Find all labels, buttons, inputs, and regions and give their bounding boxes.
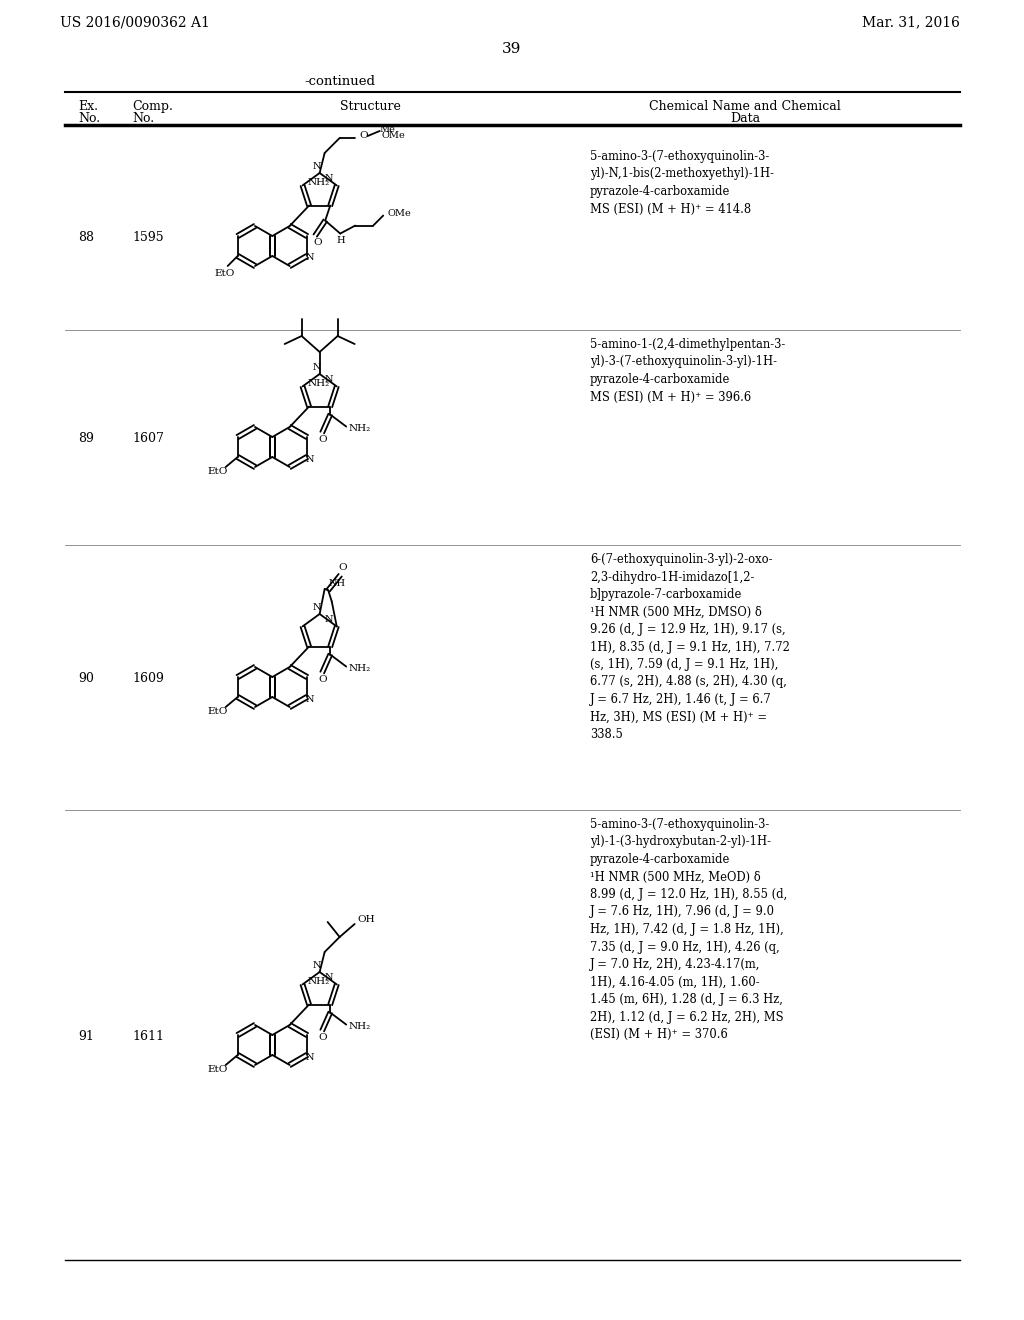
Text: Chemical Name and Chemical: Chemical Name and Chemical [649,100,841,114]
Text: NH₂: NH₂ [348,664,371,673]
Text: N: N [306,454,314,463]
Text: N: N [312,603,321,612]
Text: NH₂: NH₂ [348,424,371,433]
Text: 89: 89 [78,433,94,446]
Text: Me: Me [380,124,395,133]
Text: 5-amino-1-(2,4-dimethylpentan-3-
yl)-3-(7-ethoxyquinolin-3-yl)-1H-
pyrazole-4-ca: 5-amino-1-(2,4-dimethylpentan-3- yl)-3-(… [590,338,785,404]
Text: O: O [317,1032,327,1041]
Text: 1611: 1611 [132,1030,164,1043]
Text: O: O [317,675,327,684]
Text: OMe: OMe [382,131,406,140]
Text: Structure: Structure [340,100,400,114]
Text: EtO: EtO [208,1065,228,1074]
Text: N: N [325,615,333,624]
Text: No.: No. [132,112,155,125]
Text: NH: NH [329,579,346,589]
Text: O: O [359,132,369,140]
Text: 1595: 1595 [132,231,164,244]
Text: 90: 90 [78,672,94,685]
Text: N: N [325,973,333,982]
Text: 91: 91 [78,1030,94,1043]
Text: O: O [313,238,322,247]
Text: NH₂: NH₂ [348,1022,371,1031]
Text: 39: 39 [503,42,521,55]
Text: N: N [306,253,314,263]
Text: EtO: EtO [208,708,228,717]
Text: Mar. 31, 2016: Mar. 31, 2016 [862,15,961,29]
Text: N: N [312,162,321,172]
Text: OH: OH [357,916,375,924]
Text: N: N [312,363,321,372]
Text: Ex.: Ex. [78,100,98,114]
Text: H: H [336,235,344,244]
Text: EtO: EtO [215,268,236,277]
Text: N: N [325,375,333,384]
Text: Comp.: Comp. [132,100,173,114]
Text: -continued: -continued [304,75,376,88]
Text: NH₂: NH₂ [307,977,330,986]
Text: NH₂: NH₂ [307,379,330,388]
Text: 1607: 1607 [132,433,164,446]
Text: 5-amino-3-(7-ethoxyquinolin-3-
yl)-N,1-bis(2-methoxyethyl)-1H-
pyrazole-4-carbox: 5-amino-3-(7-ethoxyquinolin-3- yl)-N,1-b… [590,150,774,215]
Text: 6-(7-ethoxyquinolin-3-yl)-2-oxo-
2,3-dihydro-1H-imidazo[1,2-
b]pyrazole-7-carbox: 6-(7-ethoxyquinolin-3-yl)-2-oxo- 2,3-dih… [590,553,790,741]
Text: N: N [306,1052,314,1061]
Text: O: O [317,434,327,444]
Text: US 2016/0090362 A1: US 2016/0090362 A1 [60,15,210,29]
Text: OMe: OMe [387,209,411,218]
Text: Data: Data [730,112,760,125]
Text: NH₂: NH₂ [307,178,330,187]
Text: 5-amino-3-(7-ethoxyquinolin-3-
yl)-1-(3-hydroxybutan-2-yl)-1H-
pyrazole-4-carbox: 5-amino-3-(7-ethoxyquinolin-3- yl)-1-(3-… [590,818,787,1041]
Text: No.: No. [78,112,100,125]
Text: N: N [325,174,333,183]
Text: 88: 88 [78,231,94,244]
Text: O: O [338,564,346,572]
Text: N: N [312,961,321,970]
Text: 1609: 1609 [132,672,164,685]
Text: EtO: EtO [208,467,228,477]
Text: N: N [306,694,314,704]
